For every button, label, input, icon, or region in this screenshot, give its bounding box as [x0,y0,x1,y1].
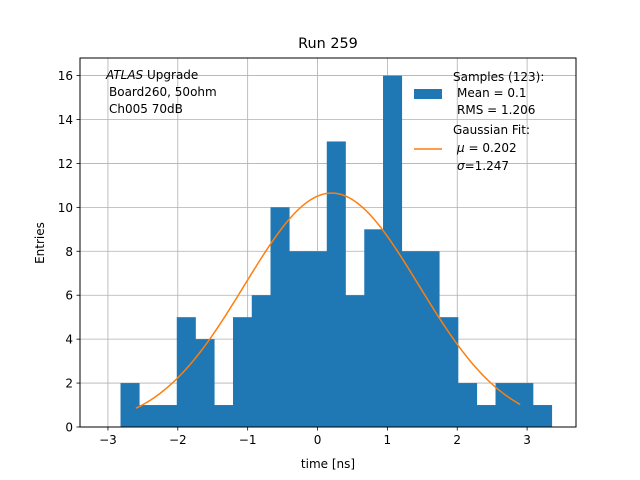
y-tick-label: 0 [65,421,73,435]
histogram-bar [251,295,271,427]
histogram-bar [120,383,140,427]
y-tick-label: 10 [58,201,73,215]
x-tick-label: −2 [169,433,187,447]
annotation-experiment: ATLAS [105,68,144,82]
histogram-bar [364,229,384,427]
histogram-bar [158,405,178,427]
plot-frame [79,57,577,428]
annotation-block: ATLAS Upgrade Board260, 50ohm Ch005 70dB [105,68,217,116]
legend-fit-sigma-symbol: σ [457,159,465,173]
x-axis-ticks: −3 −2 −1 0 1 2 3 [99,427,531,447]
x-tick-label: −3 [99,433,117,447]
annotation-experiment-suffix: Upgrade [143,68,198,82]
x-tick-label: 3 [523,433,531,447]
histogram-bar [289,251,309,427]
histogram-bar [233,317,253,427]
y-tick-label: 6 [65,289,73,303]
y-tick-label: 12 [58,157,73,171]
legend-samples-mean: Mean = 0.1 [457,86,526,100]
histogram-bar [533,405,553,427]
x-axis-label: time [ns] [301,457,355,471]
x-tick-label: −1 [239,433,257,447]
annotation-line-2: Board260, 50ohm [109,85,217,99]
gaussian-fit [135,192,521,409]
legend-fit-label: Gaussian Fit: [453,123,530,137]
gaussian-fit-curve [135,192,521,409]
legend-fit-mu-value: = 0.202 [465,141,517,155]
histogram-bar [458,383,478,427]
x-tick-label: 2 [453,433,461,447]
histogram-bar [270,207,290,427]
legend-samples-label: Samples (123): [453,70,544,84]
histogram-bars [120,75,553,428]
legend-samples-swatch [414,89,442,99]
legend: Samples (123): Mean = 0.1 RMS = 1.206 Ga… [414,70,544,173]
y-tick-label: 4 [65,333,73,347]
histogram-bar [476,405,496,427]
histogram-bar [401,251,421,427]
legend-fit-sigma: σ=1.247 [457,159,509,173]
chart-title: Run 259 [298,36,358,52]
histogram-bar [139,405,159,427]
histogram-bar [345,295,365,427]
histogram-bar [176,317,196,427]
legend-fit-sigma-value: =1.247 [465,159,509,173]
histogram-bar [439,317,459,427]
legend-fit-mu-symbol: μ [456,141,465,155]
histogram-bar [308,251,328,427]
legend-fit-mu: μ = 0.202 [456,141,517,155]
histogram-bar [420,251,440,427]
legend-samples-rms: RMS = 1.206 [457,103,535,117]
annotation-line-3: Ch005 70dB [109,102,183,116]
histogram-bar [214,405,234,427]
histogram-bar [514,383,534,427]
y-axis-ticks: 0 2 4 6 8 10 12 14 16 [58,69,80,435]
y-tick-label: 14 [58,113,73,127]
histogram-bar [326,141,346,427]
annotation-line-1: ATLAS Upgrade [105,68,198,82]
y-tick-label: 16 [58,69,73,83]
x-tick-label: 1 [384,433,392,447]
y-axis-label: Entries [33,222,47,264]
histogram-bar [495,383,515,427]
y-tick-label: 8 [65,245,73,259]
histogram-bar [195,339,215,427]
x-tick-label: 0 [314,433,322,447]
y-tick-label: 2 [65,377,73,391]
histogram-bar [383,75,403,428]
